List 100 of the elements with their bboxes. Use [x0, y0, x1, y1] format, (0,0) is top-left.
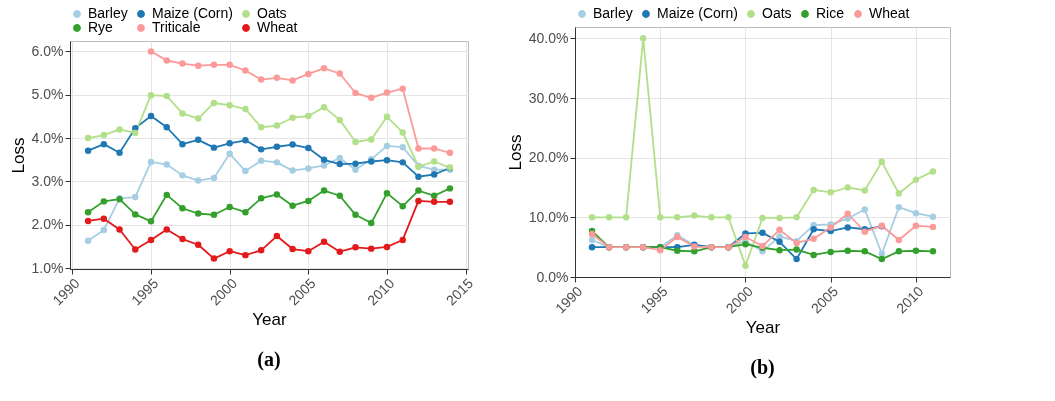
point — [289, 141, 296, 148]
point — [399, 202, 406, 210]
point — [336, 192, 344, 199]
point — [622, 214, 630, 221]
point — [116, 126, 123, 133]
point — [257, 124, 265, 131]
point — [415, 145, 422, 152]
y-tick-label: 20.0% — [528, 149, 569, 166]
point — [399, 236, 406, 244]
text: (a) — [257, 347, 281, 371]
point — [336, 116, 344, 124]
point — [844, 224, 851, 231]
point — [383, 243, 391, 251]
point — [674, 247, 681, 254]
legend-label: Rye — [88, 19, 114, 35]
point — [844, 210, 851, 217]
legend-label: Triticale — [152, 19, 201, 35]
point — [100, 131, 108, 139]
point — [878, 255, 886, 263]
point — [179, 140, 186, 148]
point — [368, 94, 375, 102]
point — [273, 232, 281, 240]
point — [320, 162, 328, 169]
point — [383, 113, 391, 121]
legend-label: Oats — [762, 5, 792, 21]
point — [257, 157, 265, 164]
point — [147, 91, 155, 99]
point — [210, 255, 218, 262]
point — [912, 222, 920, 229]
point — [368, 136, 375, 143]
point — [588, 214, 596, 221]
y-axis-title: Loss — [505, 134, 525, 171]
point — [929, 213, 937, 220]
point — [430, 192, 438, 199]
point — [929, 248, 937, 255]
point — [861, 248, 869, 255]
point — [446, 198, 454, 206]
point — [759, 214, 766, 222]
point — [639, 35, 647, 42]
legend-label: Wheat — [257, 19, 298, 35]
point — [895, 203, 903, 211]
point — [305, 70, 312, 78]
point — [179, 205, 186, 212]
point — [895, 248, 903, 255]
point — [827, 248, 834, 256]
y-tick-label: 10.0% — [528, 208, 569, 225]
point — [289, 167, 296, 174]
point — [352, 211, 359, 219]
point — [257, 146, 265, 153]
point — [273, 74, 281, 82]
point — [273, 191, 281, 198]
point — [305, 144, 312, 152]
point — [305, 165, 312, 172]
point — [147, 112, 155, 120]
point — [446, 185, 454, 192]
point — [793, 214, 800, 221]
point — [242, 208, 249, 216]
point — [810, 235, 817, 243]
point — [226, 61, 233, 69]
point — [163, 57, 170, 64]
y-tick-label: 4.0% — [31, 129, 64, 146]
point — [674, 214, 681, 221]
point — [273, 122, 281, 129]
point — [194, 241, 202, 248]
point — [305, 197, 312, 205]
point — [194, 177, 202, 184]
point — [415, 187, 422, 194]
point — [100, 140, 108, 148]
point — [776, 226, 783, 234]
point — [691, 212, 698, 219]
point — [179, 60, 186, 67]
point — [289, 245, 296, 253]
point — [352, 138, 359, 146]
y-tick-label: 0.0% — [536, 268, 569, 285]
point — [368, 245, 375, 252]
point — [116, 226, 123, 233]
point — [84, 217, 92, 225]
point — [742, 233, 749, 241]
point — [210, 99, 218, 107]
point — [305, 112, 312, 120]
y-tick-label: 40.0% — [528, 29, 569, 46]
point — [430, 171, 438, 178]
point — [810, 226, 817, 233]
point — [210, 61, 218, 69]
point — [179, 110, 186, 117]
point — [383, 142, 391, 150]
point — [656, 214, 664, 221]
point — [132, 129, 139, 137]
point — [352, 160, 359, 167]
point — [895, 236, 903, 244]
point — [210, 174, 218, 182]
point — [242, 67, 249, 74]
point — [810, 186, 817, 194]
point — [415, 197, 422, 205]
y-tick-label: 5.0% — [31, 86, 64, 103]
point — [383, 189, 391, 197]
point — [242, 137, 249, 144]
point — [336, 154, 344, 162]
point — [147, 48, 155, 55]
point — [588, 236, 596, 244]
